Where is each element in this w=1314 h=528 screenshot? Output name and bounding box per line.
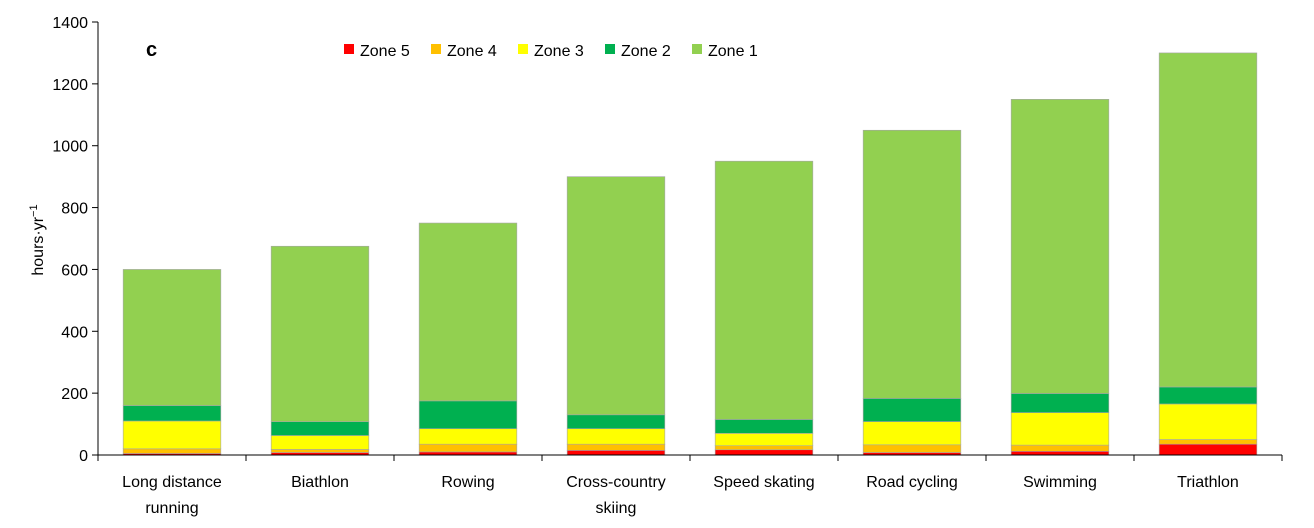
y-tick-label-3: 600 xyxy=(61,262,88,279)
bar-segment-zone-1-3 xyxy=(566,176,666,416)
x-tick-label-3: Cross-country skiing xyxy=(566,474,666,517)
bar-segment-zone-1-2 xyxy=(418,222,518,402)
x-tick-label-6: Swimming xyxy=(1023,474,1097,491)
x-tick-label-7: Triathlon xyxy=(1177,474,1239,491)
y-tick-label-6: 1200 xyxy=(52,77,88,94)
bar-segment-zone-5-3 xyxy=(566,450,666,456)
bar-segment-zone-2-7 xyxy=(1158,386,1258,405)
bar-segment-zone-4-4 xyxy=(714,445,814,451)
bar-segment-zone-4-0 xyxy=(122,448,222,454)
x-tick-label-2: Rowing xyxy=(441,474,494,491)
y-tick-label-1: 200 xyxy=(61,386,88,403)
panel-label: c xyxy=(146,39,157,61)
legend-item-zone-3: Zone 3 xyxy=(518,43,584,60)
bar-segment-zone-1-1 xyxy=(270,245,370,422)
bar-segment-zone-4-1 xyxy=(270,449,370,453)
bar-segment-zone-3-7 xyxy=(1158,403,1258,440)
bar-segment-zone-4-2 xyxy=(418,443,518,453)
y-tick-label-0: 0 xyxy=(79,448,88,465)
legend-swatch-1 xyxy=(431,44,441,54)
legend-label-3: Zone 2 xyxy=(621,43,671,60)
bar-segment-zone-2-1 xyxy=(270,421,370,436)
legend-item-zone-2: Zone 2 xyxy=(605,43,671,60)
legend-label-4: Zone 1 xyxy=(708,43,758,60)
legend-label-0: Zone 5 xyxy=(360,43,410,60)
legend-swatch-4 xyxy=(692,44,702,54)
bar-segment-zone-2-3 xyxy=(566,414,666,430)
x-tick-label-0: Long distance running xyxy=(122,474,222,517)
bar-segment-zone-5-7 xyxy=(1158,443,1258,456)
bar-segment-zone-3-1 xyxy=(270,435,370,450)
bar-segment-zone-3-3 xyxy=(566,428,666,445)
y-axis-label: hours·yr−1 xyxy=(28,204,47,275)
legend-swatch-0 xyxy=(344,44,354,54)
bar-segment-zone-3-6 xyxy=(1010,412,1110,446)
bar-segment-zone-2-6 xyxy=(1010,393,1110,413)
x-tick-label-5: Road cycling xyxy=(866,474,958,491)
bar-segment-zone-2-0 xyxy=(122,405,222,422)
bar-segment-zone-5-6 xyxy=(1010,450,1110,456)
y-tick-label-2: 400 xyxy=(61,324,88,341)
bar-segment-zone-2-2 xyxy=(418,400,518,430)
bar-segment-zone-1-4 xyxy=(714,160,814,420)
bar-segment-zone-3-2 xyxy=(418,428,518,445)
bar-segment-zone-3-0 xyxy=(122,420,222,450)
bar-segment-zone-1-7 xyxy=(1158,52,1258,388)
bar-segment-zone-4-5 xyxy=(862,444,962,453)
bar-segment-zone-2-5 xyxy=(862,398,962,422)
y-tick-label-5: 1000 xyxy=(52,139,88,156)
bar-segment-zone-5-4 xyxy=(714,449,814,456)
y-tick-label-7: 1400 xyxy=(52,15,88,32)
legend-swatch-3 xyxy=(605,44,615,54)
bar-segment-zone-1-0 xyxy=(122,269,222,406)
bar-segment-zone-3-4 xyxy=(714,433,814,447)
bar-segment-zone-4-6 xyxy=(1010,444,1110,452)
bar-segment-zone-1-5 xyxy=(862,129,962,399)
bar-segment-zone-4-7 xyxy=(1158,439,1258,445)
y-tick-label-4: 800 xyxy=(61,201,88,218)
legend-label-2: Zone 3 xyxy=(534,43,584,60)
legend-label-1: Zone 4 xyxy=(447,43,497,60)
x-tick-label-4: Speed skating xyxy=(713,474,814,491)
legend-item-zone-1: Zone 1 xyxy=(692,43,758,60)
legend-swatch-2 xyxy=(518,44,528,54)
bar-segment-zone-3-5 xyxy=(862,421,962,446)
bar-segment-zone-2-4 xyxy=(714,419,814,434)
legend-item-zone-5: Zone 5 xyxy=(344,43,410,60)
x-tick-label-1: Biathlon xyxy=(291,474,349,491)
legend-item-zone-4: Zone 4 xyxy=(431,43,497,60)
bar-segment-zone-1-6 xyxy=(1010,99,1110,394)
bar-segment-zone-4-3 xyxy=(566,443,666,451)
